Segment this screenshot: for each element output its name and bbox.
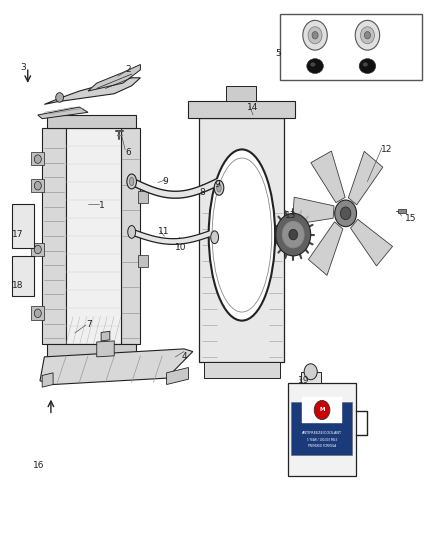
Text: M: M — [319, 407, 325, 412]
Polygon shape — [348, 151, 383, 205]
Text: 2: 2 — [125, 66, 131, 74]
Circle shape — [308, 27, 322, 44]
Circle shape — [360, 27, 374, 44]
Text: 1: 1 — [99, 201, 105, 210]
Circle shape — [56, 93, 64, 102]
Circle shape — [312, 31, 318, 39]
Text: 5: 5 — [276, 50, 282, 58]
Text: 18: 18 — [12, 280, 23, 289]
Polygon shape — [66, 128, 121, 344]
Polygon shape — [204, 362, 280, 378]
Circle shape — [335, 200, 357, 227]
Polygon shape — [166, 368, 188, 384]
Ellipse shape — [359, 59, 376, 74]
Text: 12: 12 — [381, 145, 392, 154]
Text: 9: 9 — [162, 177, 168, 186]
Text: 7: 7 — [86, 320, 92, 329]
Bar — [31, 306, 44, 320]
Text: 4: 4 — [182, 352, 187, 361]
Circle shape — [283, 221, 304, 248]
Text: 19: 19 — [297, 376, 309, 385]
Bar — [12, 204, 34, 248]
Ellipse shape — [307, 59, 323, 74]
Ellipse shape — [209, 149, 275, 321]
Circle shape — [364, 31, 371, 39]
Ellipse shape — [128, 225, 136, 238]
Bar — [31, 179, 44, 192]
Ellipse shape — [214, 180, 224, 195]
Ellipse shape — [127, 174, 137, 189]
Polygon shape — [97, 341, 114, 357]
Circle shape — [289, 229, 297, 240]
Circle shape — [355, 20, 380, 50]
Polygon shape — [226, 86, 256, 101]
Bar — [280, 14, 422, 80]
Polygon shape — [44, 78, 141, 104]
Text: 14: 14 — [247, 102, 259, 111]
Bar — [301, 372, 321, 383]
Ellipse shape — [217, 183, 221, 192]
Ellipse shape — [310, 62, 315, 67]
Polygon shape — [350, 220, 392, 266]
Text: 5 YEAR / 100,000 MILE: 5 YEAR / 100,000 MILE — [307, 438, 337, 442]
Bar — [302, 397, 342, 423]
Polygon shape — [121, 128, 141, 344]
Circle shape — [34, 245, 41, 254]
Polygon shape — [38, 107, 88, 119]
Polygon shape — [101, 332, 110, 341]
Ellipse shape — [211, 231, 219, 244]
Bar — [31, 152, 44, 165]
Text: 16: 16 — [33, 462, 45, 470]
Polygon shape — [311, 151, 345, 203]
Text: 9: 9 — [215, 180, 220, 189]
Circle shape — [34, 181, 41, 190]
Polygon shape — [199, 118, 285, 362]
Text: 10: 10 — [175, 244, 187, 253]
Bar — [138, 191, 148, 203]
Bar — [31, 243, 44, 256]
Polygon shape — [46, 115, 136, 128]
Text: 15: 15 — [405, 214, 416, 223]
Polygon shape — [188, 101, 295, 118]
Ellipse shape — [363, 62, 368, 67]
Polygon shape — [42, 373, 53, 387]
Circle shape — [304, 364, 317, 379]
Circle shape — [34, 309, 41, 318]
Circle shape — [34, 155, 41, 164]
Circle shape — [276, 213, 311, 256]
Text: 11: 11 — [158, 228, 170, 237]
Bar — [12, 256, 34, 296]
Bar — [398, 208, 406, 213]
Ellipse shape — [130, 177, 134, 185]
Text: PREMIXED FORMULA: PREMIXED FORMULA — [308, 444, 336, 448]
Bar — [291, 402, 352, 455]
Text: 8: 8 — [199, 188, 205, 197]
Polygon shape — [46, 344, 136, 357]
Text: 3: 3 — [20, 63, 26, 71]
Text: 6: 6 — [125, 148, 131, 157]
Polygon shape — [292, 197, 334, 225]
Circle shape — [340, 207, 351, 220]
Text: 17: 17 — [12, 230, 23, 239]
Circle shape — [303, 20, 327, 50]
Polygon shape — [308, 222, 343, 276]
Polygon shape — [42, 128, 66, 344]
Polygon shape — [40, 349, 193, 384]
Circle shape — [314, 400, 330, 419]
Bar — [288, 383, 356, 477]
Text: ANTIFREEZE/COOLANT: ANTIFREEZE/COOLANT — [302, 431, 342, 435]
Bar — [138, 255, 148, 266]
Text: 13: 13 — [285, 212, 296, 221]
Polygon shape — [88, 64, 141, 91]
